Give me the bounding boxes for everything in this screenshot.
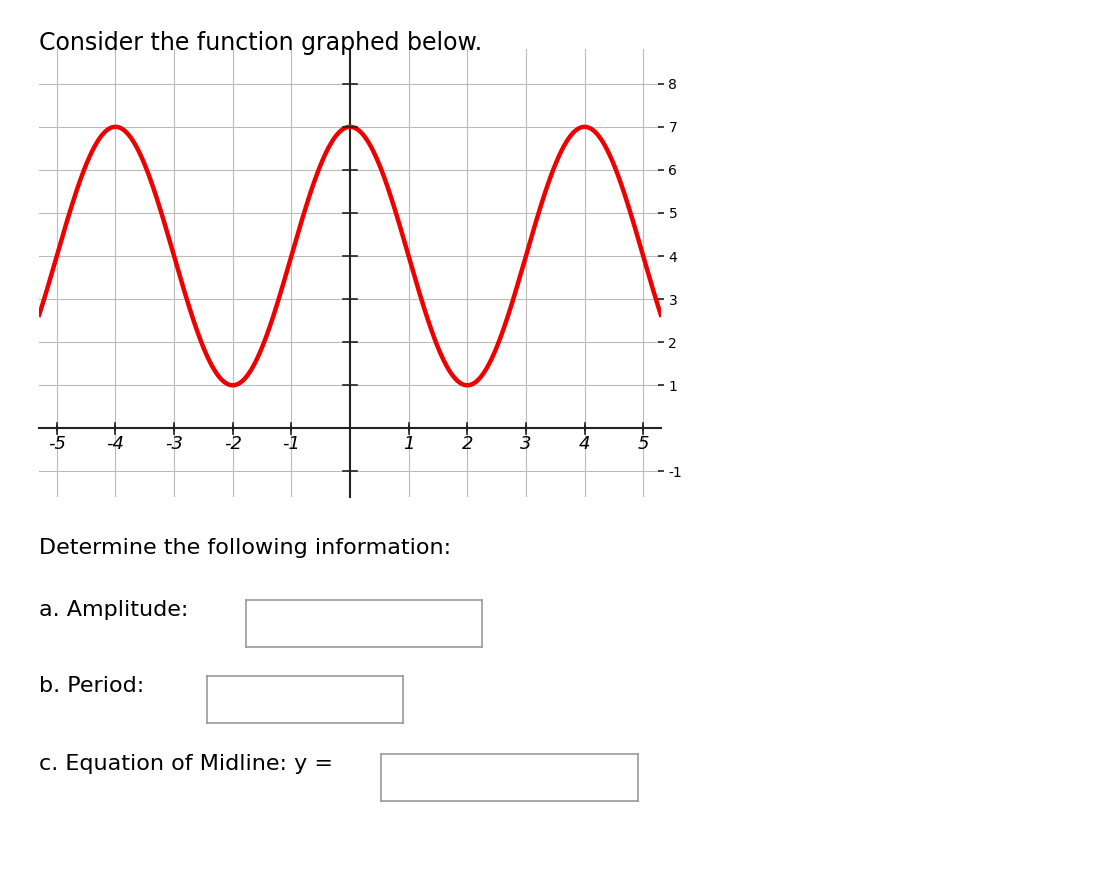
Text: c. Equation of Midline: y =: c. Equation of Midline: y = [39,754,334,774]
Text: Consider the function graphed below.: Consider the function graphed below. [39,31,483,56]
Text: b. Period:: b. Period: [39,676,144,696]
Text: a. Amplitude:: a. Amplitude: [39,600,188,620]
Text: Determine the following information:: Determine the following information: [39,538,451,557]
